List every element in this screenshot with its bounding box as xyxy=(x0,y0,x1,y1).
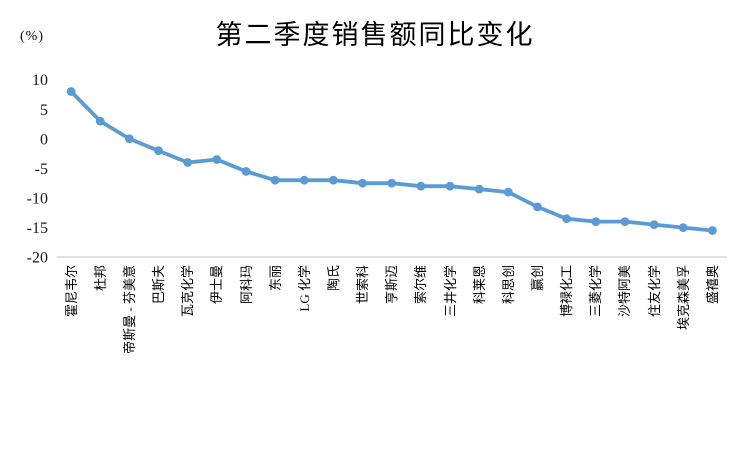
data-point-marker xyxy=(445,181,455,191)
data-point-marker xyxy=(503,187,513,197)
data-point-marker xyxy=(620,217,630,227)
data-point-marker xyxy=(678,223,688,233)
data-point-marker xyxy=(95,116,105,126)
y-axis-unit-label: (%) xyxy=(20,29,44,44)
data-point-marker xyxy=(387,178,397,188)
data-point-marker xyxy=(562,214,571,224)
data-point-marker xyxy=(591,217,601,227)
y-axis-tick-label: -5 xyxy=(35,161,48,178)
data-point-marker xyxy=(299,175,309,185)
y-axis-tick-label: -20 xyxy=(27,250,48,267)
data-point-marker xyxy=(708,226,717,235)
data-point-marker xyxy=(649,220,659,230)
series-line xyxy=(69,89,715,233)
data-point-marker xyxy=(66,87,76,96)
series-markers xyxy=(66,87,717,235)
chart-title: 第二季度销售额同比变化 xyxy=(215,20,535,50)
data-point-marker xyxy=(533,202,542,212)
data-point-marker xyxy=(124,134,134,144)
data-point-marker xyxy=(212,155,222,164)
data-point-marker xyxy=(329,175,338,185)
y-axis-tick-labels: 10 5 0 -5 -10 -15 -20 xyxy=(27,72,48,266)
data-point-marker xyxy=(154,146,163,156)
y-axis-tick-label: 10 xyxy=(32,72,48,89)
y-axis-tick-label: -15 xyxy=(27,220,48,237)
y-axis-tick-label: -10 xyxy=(27,191,48,208)
data-point-marker xyxy=(416,181,426,191)
data-point-marker xyxy=(270,175,280,185)
data-point-marker xyxy=(358,178,367,188)
y-axis-tick-label: 0 xyxy=(40,131,48,148)
data-point-marker xyxy=(183,158,193,167)
y-axis-tick-label: 5 xyxy=(40,102,48,119)
data-point-marker xyxy=(241,167,251,176)
data-point-marker xyxy=(474,184,484,194)
